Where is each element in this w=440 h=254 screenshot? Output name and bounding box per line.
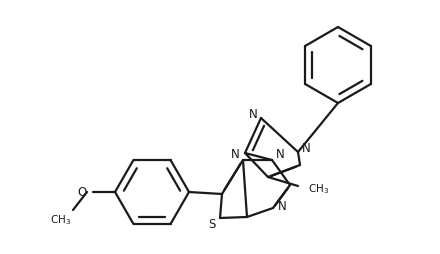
Text: N: N <box>231 149 239 162</box>
Text: CH$_3$: CH$_3$ <box>308 182 329 196</box>
Text: N: N <box>249 108 257 121</box>
Text: CH$_3$: CH$_3$ <box>50 213 71 227</box>
Text: N: N <box>275 149 284 162</box>
Text: N: N <box>278 199 286 213</box>
Text: S: S <box>208 217 216 230</box>
Text: O: O <box>78 185 87 198</box>
Text: N: N <box>302 142 310 155</box>
